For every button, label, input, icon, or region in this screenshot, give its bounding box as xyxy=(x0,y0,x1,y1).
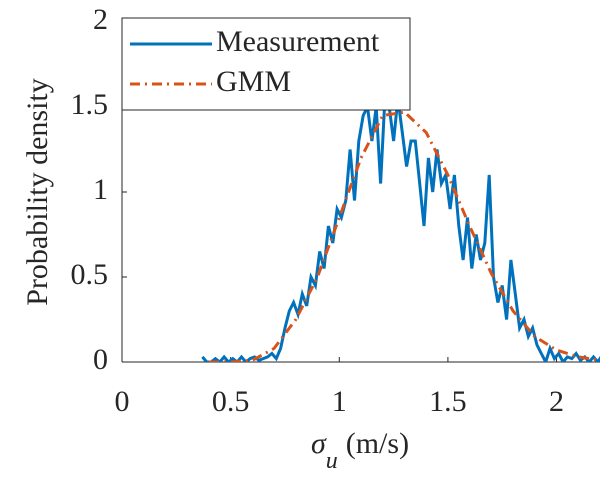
legend-label: GMM xyxy=(216,65,291,98)
x-tick-label: 1 xyxy=(332,385,347,418)
x-tick-label: 2 xyxy=(549,385,564,418)
series-line xyxy=(201,92,600,362)
x-tick-label: 0 xyxy=(115,385,130,418)
x-label-unit: (m/s) xyxy=(346,427,409,460)
x-label-symbol: σ xyxy=(311,427,327,460)
y-tick-label: 1.5 xyxy=(71,88,109,121)
y-tick-label: 2 xyxy=(93,3,108,36)
y-tick-label: 0.5 xyxy=(71,258,109,291)
legend-label: Measurement xyxy=(216,25,380,58)
series-line xyxy=(208,110,600,362)
x-label-subscript: u xyxy=(326,448,338,474)
y-axis-label: Probability density xyxy=(21,78,54,306)
legend-box xyxy=(121,17,411,111)
x-axis-label: σu (m/s) xyxy=(311,427,409,474)
x-tick-label: 0.5 xyxy=(212,385,250,418)
y-tick-label: 1 xyxy=(93,173,108,206)
plot-area xyxy=(201,92,600,362)
y-tick-label: 0 xyxy=(93,343,108,376)
x-tick-label: 1.5 xyxy=(429,385,467,418)
